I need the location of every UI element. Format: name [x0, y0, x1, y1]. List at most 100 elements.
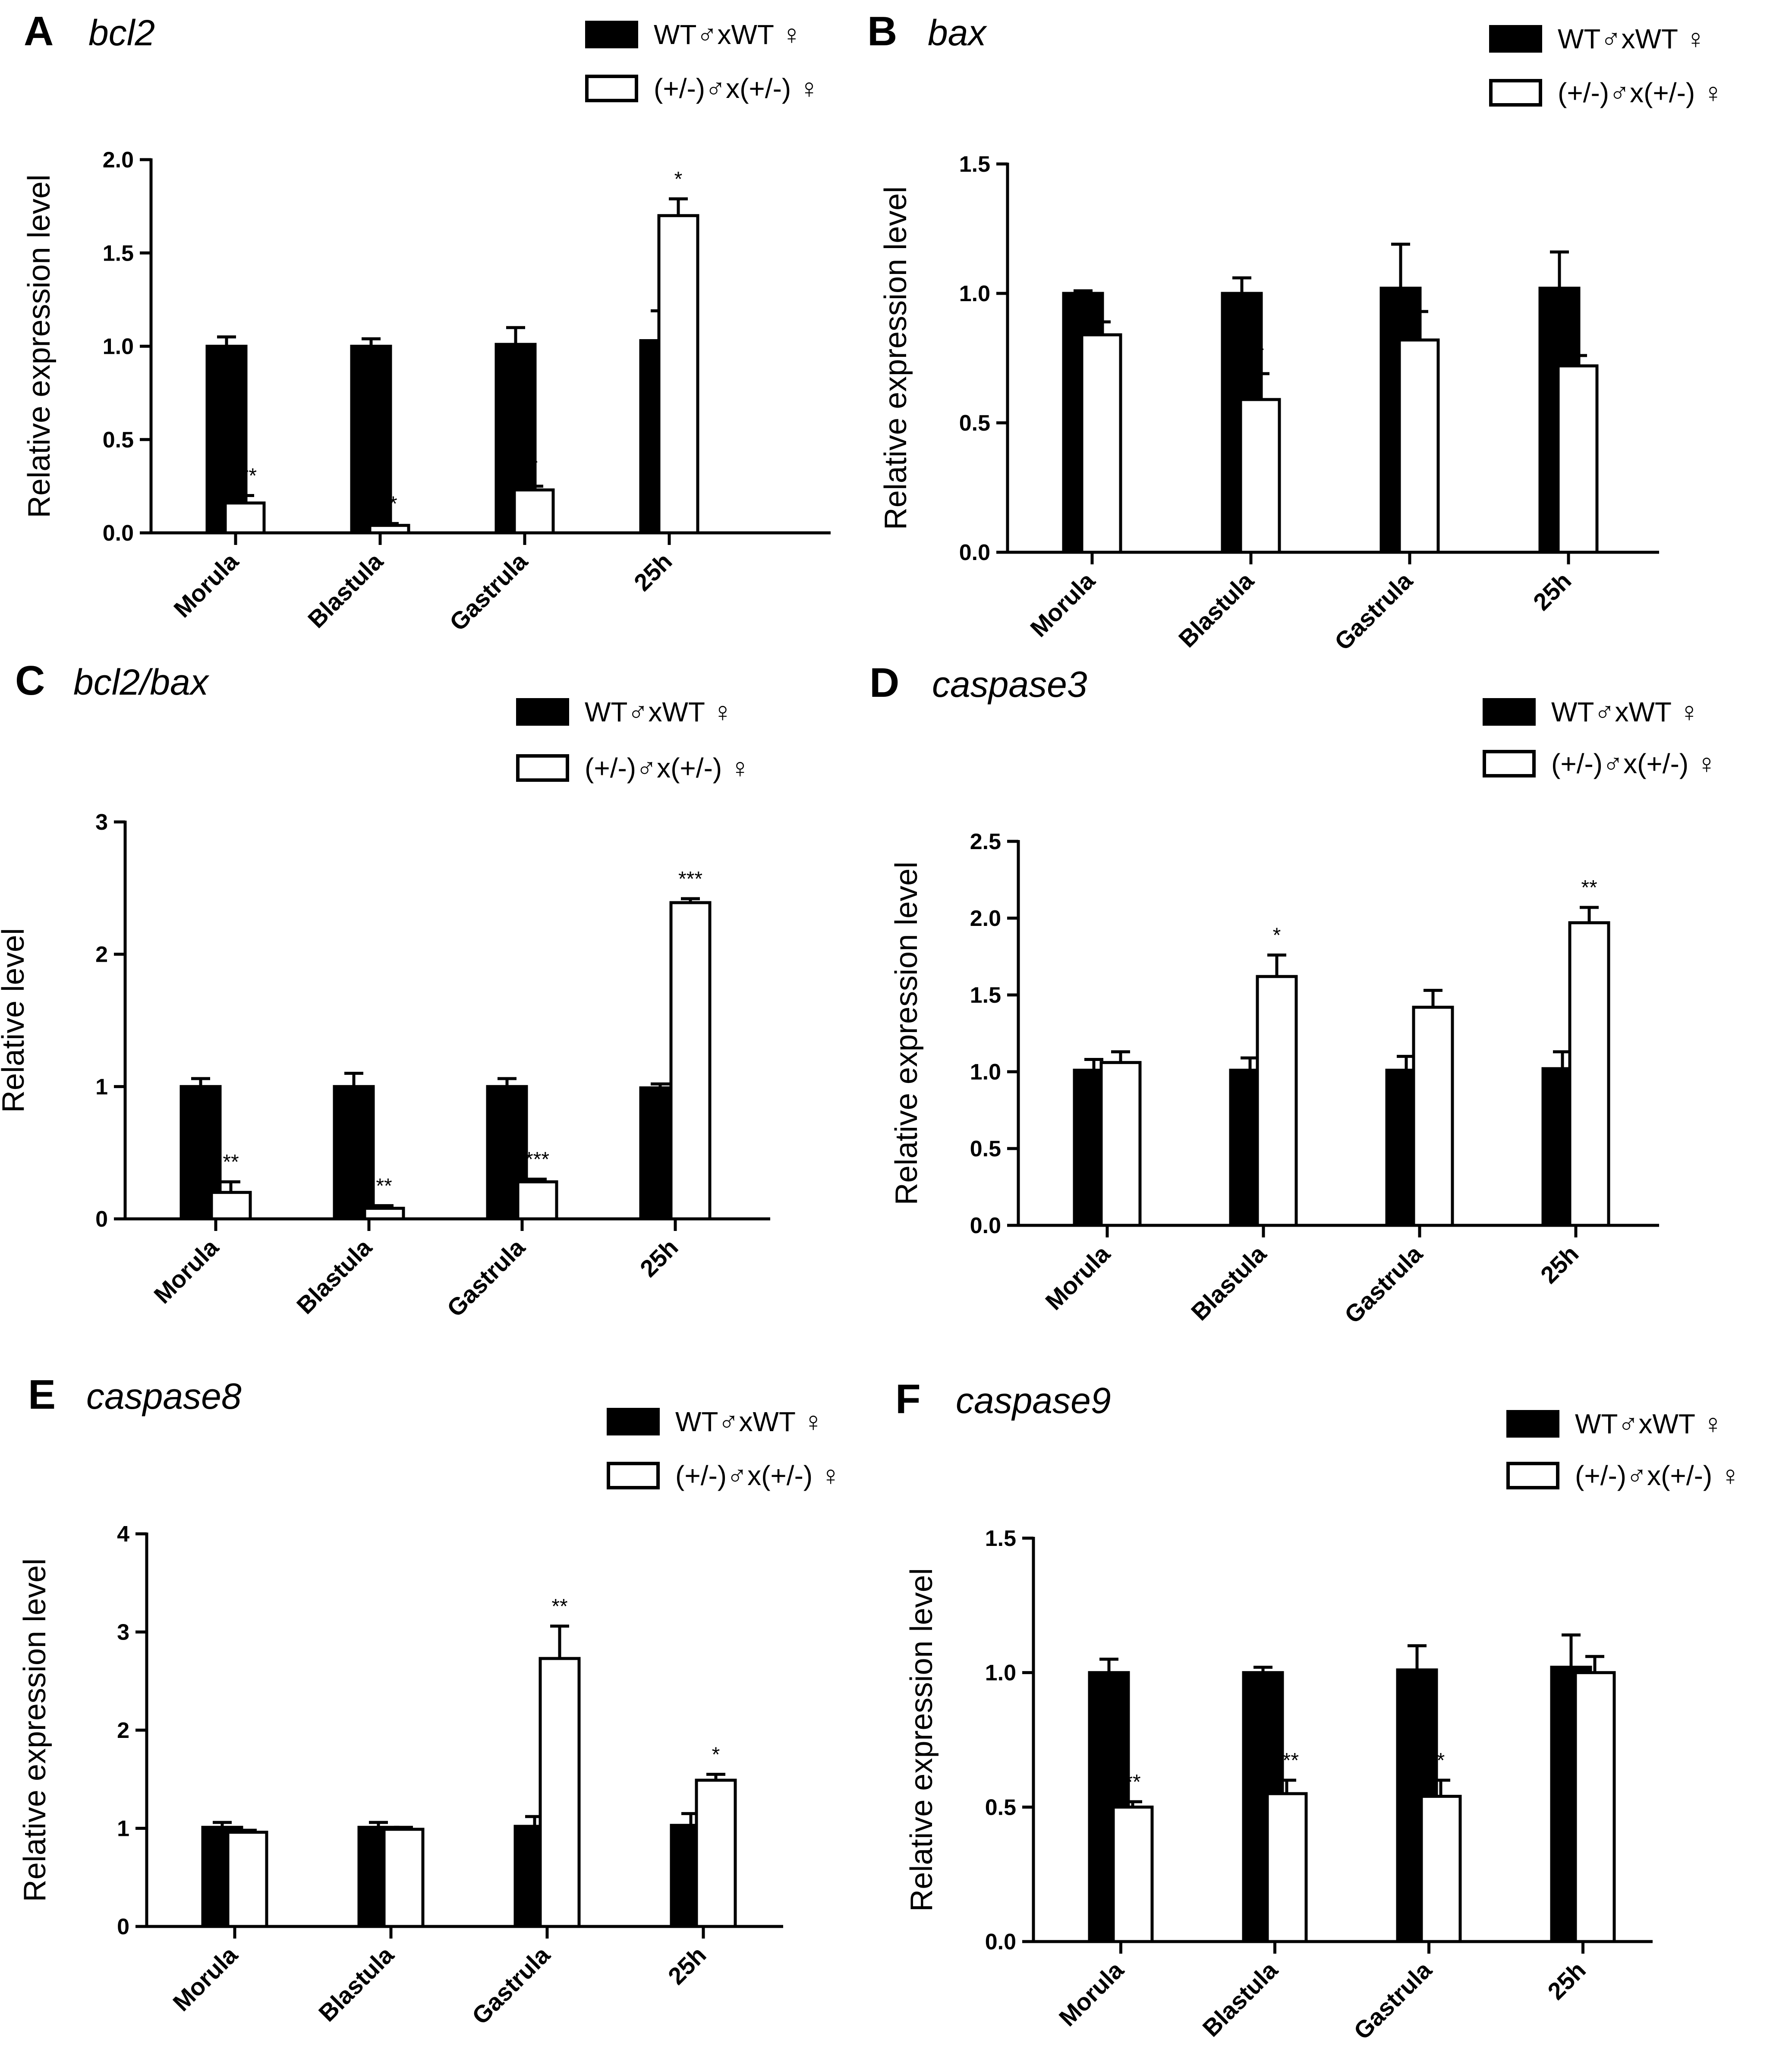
y-tick-label: 1.5 [959, 152, 990, 177]
panel-letter: E [28, 1372, 56, 1418]
x-tick-label-blastula: Blastula [291, 1233, 377, 1319]
panel-title: bcl2 [88, 13, 155, 53]
significance-marker: ** [1581, 876, 1597, 899]
x-tick-label-blastula: Blastula [302, 547, 388, 633]
x-tick-label-blastula: Blastula [1173, 567, 1259, 652]
bar-het-25h [669, 901, 712, 1221]
y-tick-label: 2.0 [103, 148, 134, 173]
significance-marker: * [1256, 343, 1264, 365]
y-axis-label: Relative expression level [889, 862, 924, 1205]
bar-wt-blastula [333, 1085, 375, 1221]
bar-het-25h [657, 214, 699, 535]
significance-marker: ** [551, 1595, 567, 1618]
legend-swatch-1 [607, 1462, 660, 1489]
y-tick-label: 4 [117, 1522, 129, 1547]
significance-marker: * [530, 455, 538, 478]
y-tick-label: 0 [95, 1207, 108, 1232]
legend-label-1: (+/-)♂x(+/-) ♀ [1551, 748, 1717, 779]
x-tick-label-blastula: Blastula [313, 1941, 399, 2027]
bar-het-25h [1574, 1671, 1616, 1943]
panel-letter: B [867, 8, 897, 54]
legend-label-0: WT♂xWT ♀ [1551, 696, 1700, 727]
significance-marker: * [674, 168, 683, 191]
bar-het-25h [1556, 364, 1599, 554]
x-tick-label-blastula: Blastula [1186, 1240, 1272, 1325]
x-tick-label-morula: Morula [148, 1233, 224, 1309]
legend: WT♂xWT ♀ (+/-)♂x(+/-) ♀ [1506, 1408, 1741, 1491]
y-tick-label: 0.0 [959, 540, 990, 565]
legend-label-1: (+/-)♂x(+/-) ♀ [1558, 77, 1723, 108]
panel-letter: C [15, 658, 45, 704]
significance-marker: * [712, 1743, 720, 1766]
legend-label-0: WT♂xWT ♀ [1575, 1408, 1723, 1439]
x-tick-label-25h: 25h [1542, 1956, 1591, 2005]
significance-marker: ** [223, 1151, 239, 1174]
legend-label-0: WT♂xWT ♀ [654, 19, 802, 50]
legend-label-1: (+/-)♂x(+/-) ♀ [1575, 1460, 1741, 1491]
y-tick-label: 0.0 [103, 521, 134, 546]
legend: WT♂xWT ♀ (+/-)♂x(+/-) ♀ [607, 1406, 841, 1491]
panel-title: bax [928, 13, 987, 53]
panel-letter: D [869, 660, 899, 706]
panel-title: caspase3 [932, 664, 1087, 705]
bar-het-blastula [363, 1206, 405, 1221]
bar-het-blastula [368, 524, 410, 535]
y-tick-label: 2 [95, 942, 108, 967]
significance-marker: * [1273, 924, 1281, 947]
y-tick-label: 1.0 [103, 334, 134, 359]
y-tick-label: 0.0 [970, 1213, 1001, 1238]
y-tick-label: 3 [117, 1620, 129, 1645]
significance-marker: ** [1124, 1771, 1140, 1794]
y-axis-label: Relative level [0, 928, 31, 1113]
x-tick-label-morula: Morula [168, 547, 244, 623]
y-tick-label: 0.5 [970, 1136, 1001, 1161]
legend-label-1: (+/-)♂x(+/-) ♀ [654, 73, 819, 104]
bar-het-blastula [1239, 398, 1281, 554]
significance-marker: *** [525, 1148, 549, 1171]
y-tick-label: 0.0 [985, 1929, 1016, 1955]
significance-marker: *** [1275, 1749, 1299, 1772]
panel-letter: A [24, 8, 54, 54]
y-tick-label: 1 [95, 1074, 108, 1099]
bar-het-morula [224, 501, 266, 535]
bar-het-gastrula [1420, 1794, 1462, 1943]
x-tick-label-gastrula: Gastrula [444, 547, 533, 636]
legend-swatch-0 [1506, 1410, 1559, 1438]
significance-marker: *** [233, 465, 257, 488]
x-tick-label-gastrula: Gastrula [1329, 567, 1418, 655]
x-tick-label-25h: 25h [663, 1941, 712, 1990]
bar-het-gastrula [1398, 338, 1440, 554]
legend-label-0: WT♂xWT ♀ [585, 696, 733, 727]
y-tick-label: 1.0 [959, 281, 990, 306]
y-tick-label: 1.5 [985, 1526, 1016, 1551]
bar-het-blastula [1256, 975, 1298, 1227]
panel-letter: F [895, 1376, 921, 1422]
x-tick-label-25h: 25h [1528, 567, 1577, 616]
x-tick-label-gastrula: Gastrula [1348, 1956, 1437, 2045]
x-tick-label-morula: Morula [1025, 567, 1100, 642]
y-axis-label: Relative expression level [18, 1558, 52, 1902]
legend-swatch-0 [1483, 698, 1536, 726]
significance-marker: *** [678, 868, 702, 891]
legend-label-0: WT♂xWT ♀ [1558, 23, 1706, 54]
legend-label-0: WT♂xWT ♀ [675, 1406, 824, 1437]
panel-title: caspase9 [956, 1380, 1111, 1421]
legend-swatch-1 [1506, 1462, 1559, 1489]
bar-het-morula [1112, 1805, 1154, 1943]
bar-het-morula [226, 1831, 268, 1928]
legend-swatch-1 [1483, 750, 1536, 777]
bar-het-gastrula [1412, 1005, 1454, 1227]
legend-swatch-1 [1489, 79, 1542, 107]
legend: WT♂xWT ♀ (+/-)♂x(+/-) ♀ [1489, 23, 1723, 108]
bar-het-25h [1568, 921, 1610, 1227]
bar-het-gastrula [539, 1657, 581, 1928]
legend-label-1: (+/-)♂x(+/-) ♀ [585, 752, 750, 784]
bar-het-gastrula [516, 1180, 558, 1221]
legend-swatch-1 [516, 754, 569, 782]
y-tick-label: 3 [95, 810, 108, 835]
